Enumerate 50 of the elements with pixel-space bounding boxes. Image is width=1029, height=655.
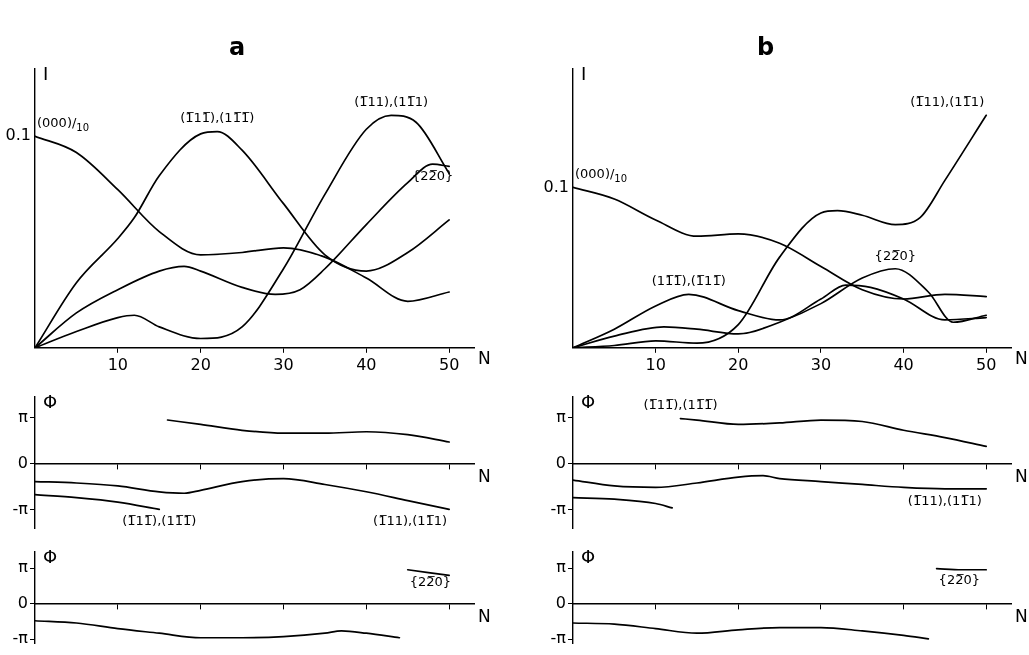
series-label: (1̅11),(11̅1) <box>373 513 448 529</box>
x-axis-title: N <box>1015 348 1028 369</box>
y-tick-label: π <box>18 557 29 577</box>
chart-title: b <box>756 32 775 61</box>
series-label: (1̅11),(11̅1) <box>907 492 982 508</box>
x-tick-label: 40 <box>356 354 377 374</box>
y-tick-label: -π <box>550 499 567 519</box>
y-axis-title: I <box>43 63 49 85</box>
y-tick-label: 0 <box>17 453 28 473</box>
x-tick-label: 10 <box>645 354 666 374</box>
chart-title: a <box>228 32 246 61</box>
series-label: (1̅11̅),(11̅1̅) <box>643 397 718 413</box>
x-axis-title: N <box>478 466 491 487</box>
series-label: {22̅0} <box>874 247 916 263</box>
series-label: (1̅11̅),(11̅1̅) <box>180 110 255 126</box>
y-tick-label: -π <box>12 628 29 648</box>
x-axis-title: N <box>478 606 491 627</box>
series-label: (11̅1̅),(1̅11̅) <box>651 273 726 289</box>
y-tick-label: -π <box>12 499 29 519</box>
x-tick-label: 40 <box>893 354 914 374</box>
x-tick-label: 50 <box>976 354 997 374</box>
y-tick-label: π <box>556 557 567 577</box>
x-axis-title: N <box>1015 466 1028 487</box>
series-label: (1̅11),(11̅1) <box>910 94 985 110</box>
x-tick-label: 20 <box>728 354 749 374</box>
annotation: 0.1 <box>5 125 32 145</box>
y-axis-title: Φ <box>581 391 596 413</box>
x-axis-title: N <box>1015 606 1028 627</box>
y-axis-title: Φ <box>581 546 596 568</box>
x-tick-label: 30 <box>273 354 294 374</box>
y-tick-label: -π <box>550 628 567 648</box>
y-tick-label: 0 <box>17 592 28 612</box>
x-tick-label: 50 <box>438 354 460 374</box>
y-tick-label: 0 <box>555 592 566 612</box>
series-label: {22̅0} <box>411 168 454 183</box>
y-tick-label: 0 <box>555 453 566 473</box>
y-axis-title: Φ <box>43 546 58 568</box>
series-label: (1̅11),(11̅1) <box>354 94 429 110</box>
series-label: {22̅0} <box>409 573 452 589</box>
y-tick-label: π <box>556 407 567 427</box>
y-tick-label: π <box>18 407 29 427</box>
x-axis-title: N <box>478 348 491 369</box>
y-axis-title: Φ <box>43 391 58 413</box>
x-tick-label: 30 <box>810 354 832 374</box>
x-tick-label: 20 <box>190 354 211 374</box>
series-label: (1̅11̅),(11̅1̅) <box>122 513 197 529</box>
x-tick-label: 10 <box>107 354 129 374</box>
series-label: {22̅0} <box>938 572 980 588</box>
y-axis-title: I <box>581 63 587 85</box>
annotation: 0.1 <box>543 176 570 196</box>
